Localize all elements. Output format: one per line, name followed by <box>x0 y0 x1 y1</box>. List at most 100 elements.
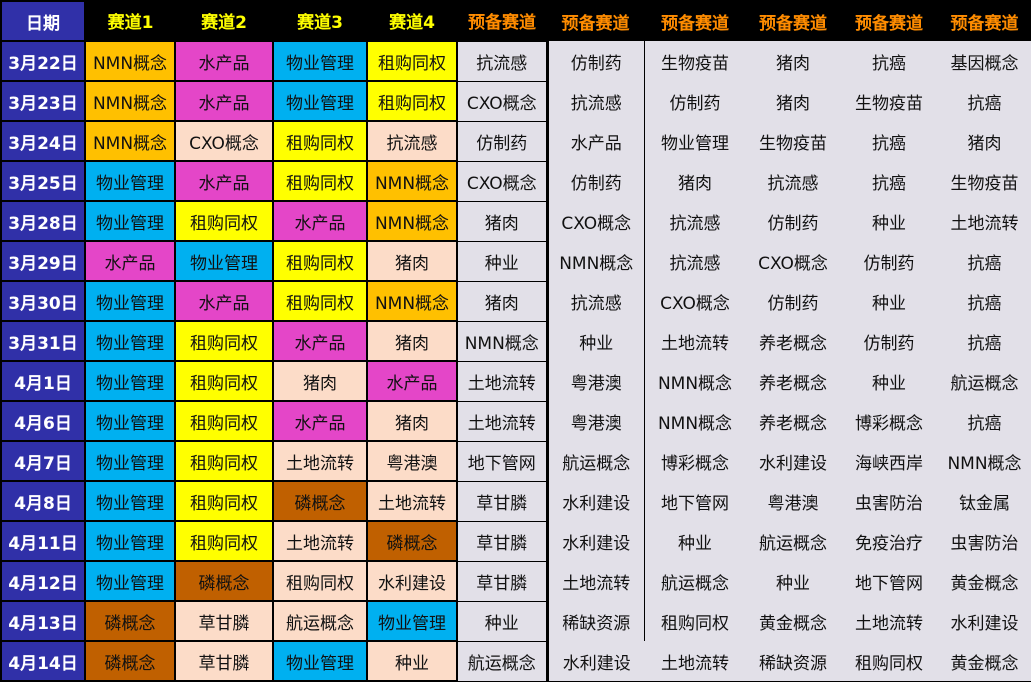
table-row: 3月28日 物业管理 租购同权 水产品 NMN概念 猪肉 CXO概念 抗流感 仿制药 种业 土地流转 <box>0 200 1031 242</box>
track-cell: 水产品 <box>84 240 176 282</box>
reserve-track-cell: 猪肉 <box>745 81 841 121</box>
track-cell: NMN概念 <box>84 120 176 162</box>
table-row: 4月11日 物业管理 租购同权 土地流转 磷概念 草甘膦 水利建设 种业 航运概念 免疫治疗 虫害防… <box>0 520 1031 562</box>
table-row: 3月31日 物业管理 租购同权 水产品 猪肉 NMN概念 种业 土地流转 养老概念 仿制药 抗癌 <box>0 320 1031 362</box>
reserve-track-cell: 生物疫苗 <box>937 161 1031 201</box>
reserve-track-cell: 地下管网 <box>645 481 745 521</box>
table-row: 3月25日 物业管理 水产品 租购同权 NMN概念 CXO概念 仿制药 猪肉 抗流感 抗癌 生物疫苗 <box>0 160 1031 202</box>
track-cell: 水产品 <box>272 320 368 362</box>
reserve-track-cell: 猪肉 <box>456 200 549 242</box>
track-cell: 租购同权 <box>366 80 458 122</box>
reserve-track-cell: 黄金概念 <box>745 601 841 641</box>
table-row: 3月23日 NMN概念 水产品 物业管理 租购同权 CXO概念 抗流感 仿制药 猪肉 生物疫苗 抗癌 <box>0 80 1031 122</box>
reserve-track-cell: 生物疫苗 <box>841 81 937 121</box>
track-cell: 物业管理 <box>84 520 176 562</box>
reserve-track-cell: 猪肉 <box>745 41 841 81</box>
header-reserve-track: 预备赛道 <box>457 1 547 41</box>
header-track: 赛道1 <box>85 1 175 41</box>
reserve-track-cell: NMN概念 <box>456 320 549 362</box>
track-cell: 租购同权 <box>272 120 368 162</box>
reserve-track-cell: 黄金概念 <box>937 561 1031 601</box>
date-cell: 4月1日 <box>0 360 86 402</box>
track-cell: CXO概念 <box>174 120 274 162</box>
reserve-track-cell: 种业 <box>841 201 937 241</box>
reserve-track-cell: 抗癌 <box>937 401 1031 441</box>
reserve-track-cell: 黄金概念 <box>937 641 1031 681</box>
track-cell: 粤港澳 <box>366 440 458 482</box>
track-cell: 水产品 <box>174 80 274 122</box>
date-cell: 4月12日 <box>0 560 86 602</box>
reserve-track-cell: 抗流感 <box>547 81 645 121</box>
track-cell: 租购同权 <box>272 240 368 282</box>
reserve-track-cell: 抗癌 <box>937 81 1031 121</box>
reserve-track-cell: 航运概念 <box>456 640 549 682</box>
date-cell: 3月23日 <box>0 80 86 122</box>
reserve-track-cell: 抗癌 <box>841 121 937 161</box>
reserve-track-cell: 抗癌 <box>841 41 937 81</box>
reserve-track-cell: CXO概念 <box>456 160 549 202</box>
reserve-track-cell: 猪肉 <box>937 121 1031 161</box>
track-cell: 物业管理 <box>174 240 274 282</box>
reserve-track-cell: 土地流转 <box>456 400 549 442</box>
track-cell: 种业 <box>366 640 458 682</box>
reserve-track-cell: 航运概念 <box>645 561 745 601</box>
reserve-track-cell: 租购同权 <box>841 641 937 681</box>
reserve-track-cell: 水利建设 <box>547 481 645 521</box>
track-cell: 物业管理 <box>272 40 368 82</box>
reserve-track-cell: 抗流感 <box>745 161 841 201</box>
reserve-track-cell: 种业 <box>645 521 745 561</box>
reserve-track-cell: 猪肉 <box>645 161 745 201</box>
reserve-track-cell: CXO概念 <box>745 241 841 281</box>
reserve-track-cell: NMN概念 <box>645 361 745 401</box>
date-cell: 4月13日 <box>0 600 86 642</box>
table-row: 4月6日 物业管理 租购同权 水产品 猪肉 土地流转 粤港澳 NMN概念 养老概念 博彩概念 抗癌 <box>0 400 1031 442</box>
track-cell: 抗流感 <box>366 120 458 162</box>
reserve-track-cell: 抗流感 <box>645 201 745 241</box>
track-cell: 物业管理 <box>84 480 176 522</box>
track-cell: 水产品 <box>366 360 458 402</box>
track-cell: 水产品 <box>174 40 274 82</box>
table-row: 4月14日 磷概念 草甘膦 物业管理 种业 航运概念 水利建设 土地流转 稀缺资源 租购同权 黄金概… <box>0 640 1031 682</box>
track-cell: 物业管理 <box>84 160 176 202</box>
track-cell: 磷概念 <box>84 600 176 642</box>
track-cell: 物业管理 <box>84 560 176 602</box>
reserve-track-cell: 养老概念 <box>745 401 841 441</box>
reserve-track-cell: 博彩概念 <box>645 441 745 481</box>
track-cell: 物业管理 <box>366 600 458 642</box>
reserve-track-cell: NMN概念 <box>937 441 1031 481</box>
track-cell: 物业管理 <box>84 400 176 442</box>
track-cell: 租购同权 <box>174 360 274 402</box>
reserve-track-cell: 仿制药 <box>645 81 745 121</box>
reserve-track-cell: 航运概念 <box>547 441 645 481</box>
reserve-track-cell: 基因概念 <box>937 41 1031 81</box>
reserve-track-cell: 土地流转 <box>547 561 645 601</box>
reserve-track-cell: 钛金属 <box>937 481 1031 521</box>
table-row: 3月22日 NMN概念 水产品 物业管理 租购同权 抗流感 仿制药 生物疫苗 猪肉 抗癌 基因概念 <box>0 40 1031 82</box>
track-cell: 磷概念 <box>84 640 176 682</box>
track-cell: 物业管理 <box>84 440 176 482</box>
track-cell: 物业管理 <box>84 320 176 362</box>
reserve-track-cell: 土地流转 <box>937 201 1031 241</box>
reserve-track-cell: NMN概念 <box>547 241 645 281</box>
reserve-track-cell: 种业 <box>841 281 937 321</box>
reserve-track-cell: 海峡西岸 <box>841 441 937 481</box>
track-cell: 租购同权 <box>174 520 274 562</box>
table-row: 4月12日 物业管理 磷概念 租购同权 水利建设 草甘膦 土地流转 航运概念 种业 地下管网 黄金概… <box>0 560 1031 602</box>
track-cell: 土地流转 <box>366 480 458 522</box>
track-cell: 租购同权 <box>174 200 274 242</box>
header-row: 日期 赛道1 赛道2 赛道3 赛道4 预备赛道 预备赛道 预备赛道 预备赛道 预备赛道 预备赛道 <box>0 0 1031 42</box>
reserve-track-cell: 土地流转 <box>645 641 745 681</box>
reserve-track-cell: 抗癌 <box>937 321 1031 361</box>
reserve-track-cell: 种业 <box>745 561 841 601</box>
track-cell: NMN概念 <box>366 200 458 242</box>
track-cell: 水产品 <box>272 400 368 442</box>
reserve-track-cell: 稀缺资源 <box>745 641 841 681</box>
header-reserve-track: 预备赛道 <box>841 1 937 41</box>
reserve-track-cell: 抗流感 <box>547 281 645 321</box>
track-cell: NMN概念 <box>84 40 176 82</box>
reserve-track-cell: 抗癌 <box>937 281 1031 321</box>
reserve-track-cell: 仿制药 <box>745 281 841 321</box>
header-date: 日期 <box>0 0 86 42</box>
track-cell: 磷概念 <box>272 480 368 522</box>
